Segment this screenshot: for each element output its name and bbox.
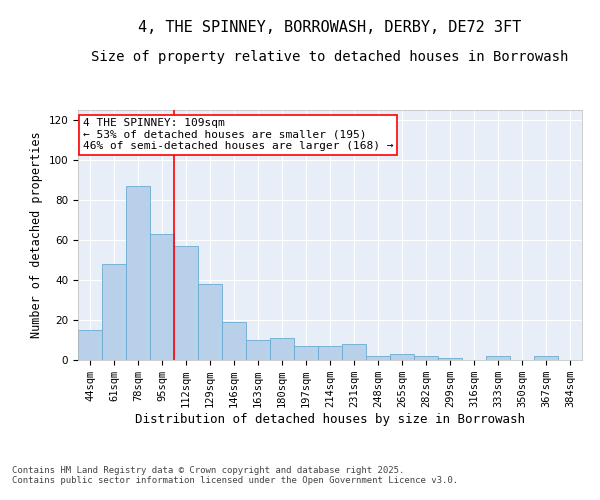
- X-axis label: Distribution of detached houses by size in Borrowash: Distribution of detached houses by size …: [135, 413, 525, 426]
- Bar: [102, 264, 126, 360]
- Bar: [126, 186, 150, 360]
- Bar: [534, 356, 558, 360]
- Bar: [366, 356, 390, 360]
- Bar: [318, 346, 342, 360]
- Bar: [246, 340, 270, 360]
- Bar: [222, 322, 246, 360]
- Bar: [390, 354, 414, 360]
- Bar: [342, 344, 366, 360]
- Y-axis label: Number of detached properties: Number of detached properties: [30, 132, 43, 338]
- Text: Contains HM Land Registry data © Crown copyright and database right 2025.
Contai: Contains HM Land Registry data © Crown c…: [12, 466, 458, 485]
- Bar: [294, 346, 318, 360]
- Bar: [414, 356, 438, 360]
- Bar: [78, 330, 102, 360]
- Bar: [270, 338, 294, 360]
- Text: Size of property relative to detached houses in Borrowash: Size of property relative to detached ho…: [91, 50, 569, 64]
- Bar: [150, 234, 174, 360]
- Bar: [174, 246, 198, 360]
- Text: 4, THE SPINNEY, BORROWASH, DERBY, DE72 3FT: 4, THE SPINNEY, BORROWASH, DERBY, DE72 3…: [139, 20, 521, 35]
- Text: 4 THE SPINNEY: 109sqm
← 53% of detached houses are smaller (195)
46% of semi-det: 4 THE SPINNEY: 109sqm ← 53% of detached …: [83, 118, 394, 151]
- Bar: [486, 356, 510, 360]
- Bar: [438, 358, 462, 360]
- Bar: [198, 284, 222, 360]
